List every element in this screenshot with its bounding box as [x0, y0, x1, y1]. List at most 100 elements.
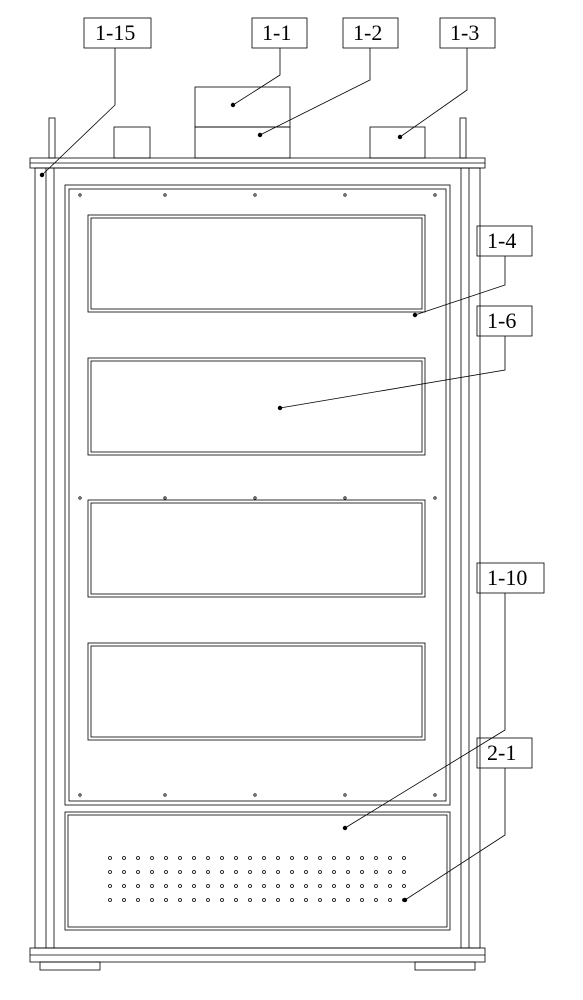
vent-hole	[403, 857, 406, 860]
vent-hole	[151, 871, 154, 874]
cabinet-outer	[35, 168, 480, 948]
vent-hole	[165, 885, 168, 888]
panel-screw	[254, 194, 256, 196]
base-foot-1	[415, 962, 475, 970]
panel-screw	[79, 194, 81, 196]
slot-inner-1	[91, 361, 422, 452]
vertical-rail-1	[461, 168, 469, 948]
vent-hole	[319, 885, 322, 888]
vent-hole	[263, 871, 266, 874]
vent-hole	[221, 871, 224, 874]
vent-hole	[109, 899, 112, 902]
label-l_1_6: 1-6	[487, 308, 516, 333]
vent-hole	[221, 899, 224, 902]
vent-hole	[277, 871, 280, 874]
label-l_1_3: 1-3	[450, 20, 479, 45]
panel-outer	[65, 185, 450, 805]
vent-hole	[333, 871, 336, 874]
vent-hole	[389, 871, 392, 874]
vent-hole	[389, 899, 392, 902]
diagram-root: 1-151-11-21-31-41-61-102-1	[0, 0, 583, 1000]
vent-hole	[347, 857, 350, 860]
vent-hole	[165, 857, 168, 860]
vent-hole	[375, 857, 378, 860]
vent-hole	[263, 885, 266, 888]
vent-hole	[109, 871, 112, 874]
slot-outer-2	[88, 500, 425, 597]
leader-l_1_1	[233, 48, 280, 105]
vent-hole	[305, 857, 308, 860]
panel-screw	[254, 794, 256, 796]
top-block-blk_left	[114, 127, 150, 158]
slot-inner-0	[91, 218, 422, 309]
vent-hole	[361, 857, 364, 860]
leader-l_1_2	[260, 48, 370, 135]
vent-hole	[207, 899, 210, 902]
vent-hole	[179, 857, 182, 860]
vent-hole	[151, 857, 154, 860]
panel-screw	[79, 794, 81, 796]
vent-hole	[263, 857, 266, 860]
slot-outer-0	[88, 215, 425, 312]
vent-hole	[151, 885, 154, 888]
vent-hole	[179, 899, 182, 902]
vent-hole	[179, 885, 182, 888]
vent-hole	[333, 857, 336, 860]
panel-inner	[69, 189, 446, 801]
vent-hole	[361, 899, 364, 902]
leader-dot-l_1_3	[398, 135, 402, 139]
vent-hole	[207, 885, 210, 888]
panel-screw	[344, 794, 346, 796]
vent-hole	[347, 899, 350, 902]
leader-l_1_3	[400, 48, 467, 137]
vent-hole	[375, 899, 378, 902]
vent-hole	[291, 885, 294, 888]
slot-outer-1	[88, 358, 425, 455]
slot-inner-3	[91, 646, 422, 737]
panel-screw	[344, 497, 346, 499]
leader-dot-l_1_4	[413, 313, 417, 317]
label-l_1_15: 1-15	[95, 20, 135, 45]
vent-hole	[137, 899, 140, 902]
vent-hole	[291, 871, 294, 874]
panel-screw	[434, 794, 436, 796]
top-block-blk_1_3	[370, 127, 425, 158]
vent-hole	[193, 885, 196, 888]
panel-screw	[164, 497, 166, 499]
label-l_1_10: 1-10	[487, 565, 527, 590]
vertical-rail-0	[46, 168, 54, 948]
top-block-blk_1_2	[195, 127, 290, 158]
leader-dot-l_1_10	[343, 826, 347, 830]
leader-dot-l_1_1	[231, 103, 235, 107]
leader-dot-l_1_6	[278, 406, 282, 410]
leader-dot-l_1_2	[258, 133, 262, 137]
vent-hole	[277, 899, 280, 902]
vent-hole	[249, 885, 252, 888]
vent-hole	[277, 857, 280, 860]
vent-hole	[291, 857, 294, 860]
vent-hole	[319, 899, 322, 902]
vent-hole	[263, 899, 266, 902]
vent-hole	[123, 857, 126, 860]
vent-hole	[221, 885, 224, 888]
vent-hole	[375, 885, 378, 888]
vent-hole	[291, 899, 294, 902]
leader-dot-l_2_1	[403, 898, 407, 902]
leader-l_2_1	[405, 768, 505, 900]
vent-hole	[403, 885, 406, 888]
slot-outer-3	[88, 643, 425, 740]
vent-hole	[123, 871, 126, 874]
top-block-blk_1_1	[195, 87, 290, 127]
label-l_1_2: 1-2	[353, 20, 382, 45]
leader-dot-l_1_15	[40, 173, 44, 177]
vent-hole	[137, 857, 140, 860]
vent-hole	[249, 871, 252, 874]
vent-hole	[361, 885, 364, 888]
vent-hole	[235, 857, 238, 860]
vent-hole	[137, 871, 140, 874]
base-foot-0	[40, 962, 100, 970]
vent-hole	[249, 857, 252, 860]
vent-hole	[319, 871, 322, 874]
vent-hole	[249, 899, 252, 902]
vent-hole	[165, 899, 168, 902]
